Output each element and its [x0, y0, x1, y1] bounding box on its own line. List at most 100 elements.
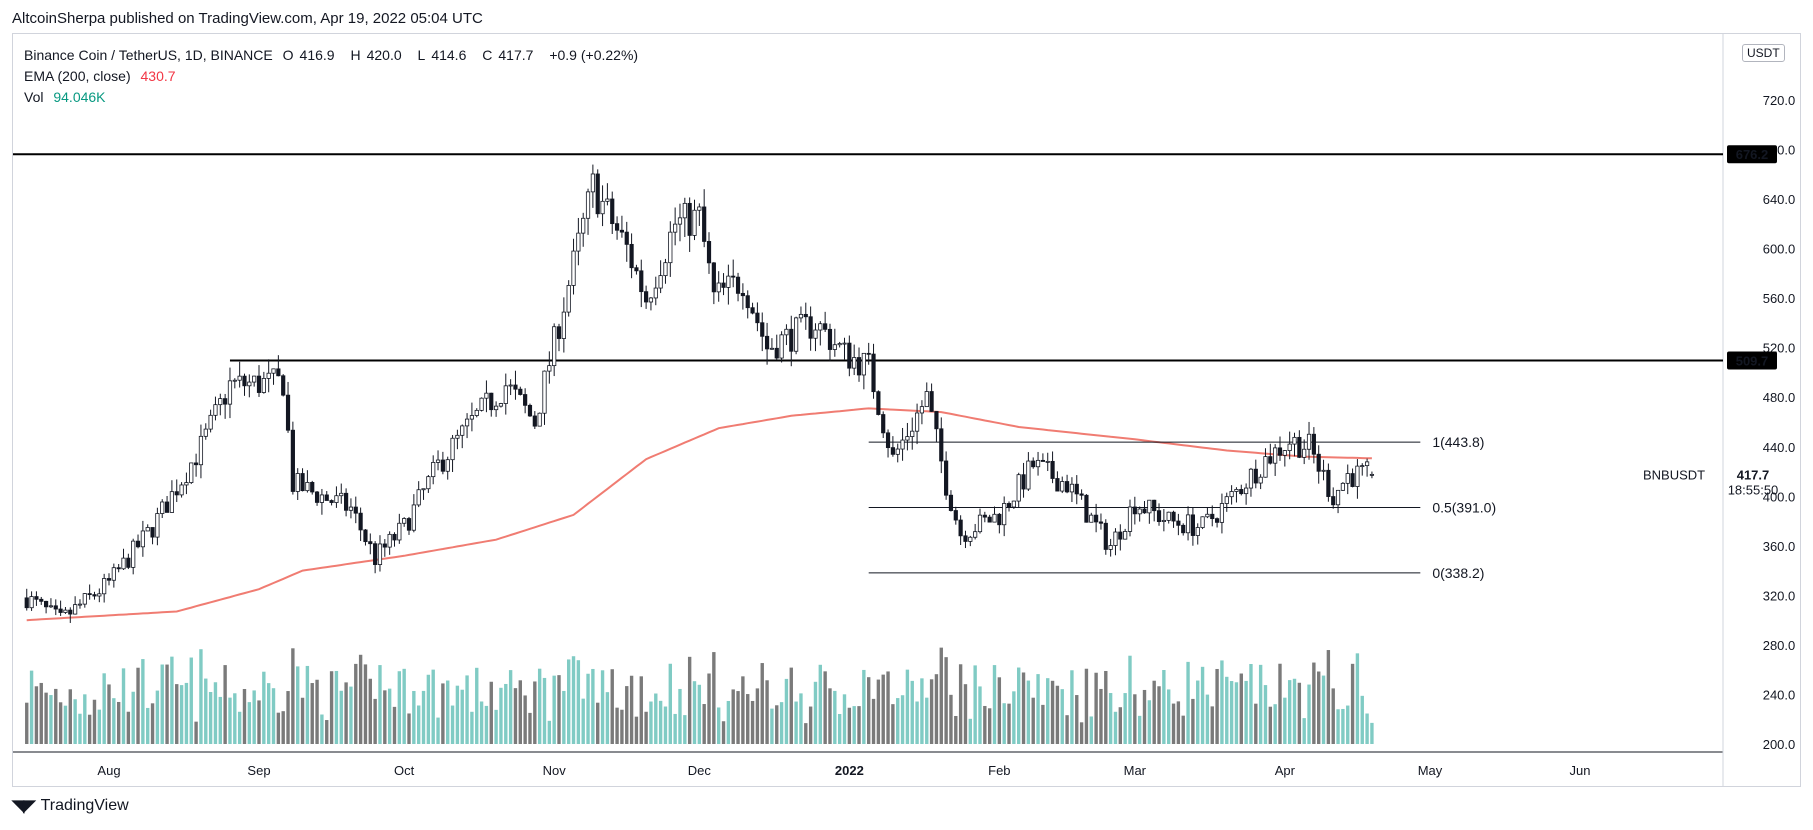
legend-vol-row[interactable]: Vol 94.046K: [24, 87, 644, 108]
candle-body: [44, 600, 49, 608]
volume-bar: [397, 671, 402, 744]
candle-body: [1292, 436, 1297, 445]
volume-bar: [1176, 701, 1181, 744]
candle-body: [363, 529, 368, 543]
volume-bar: [542, 677, 547, 744]
candle-body: [484, 392, 489, 399]
volume-bar: [1186, 661, 1190, 744]
volume-bar: [1128, 655, 1132, 744]
volume-bar: [1370, 722, 1374, 744]
volume-bar: [634, 716, 639, 744]
candle-body: [716, 282, 721, 293]
candle-body: [445, 459, 450, 472]
volume-bar: [746, 694, 750, 744]
legend-symbol[interactable]: Binance Coin / TetherUS, 1D, BINANCE: [24, 47, 273, 63]
candle-body: [276, 368, 281, 377]
candle-body: [1326, 469, 1331, 497]
candle-body: [697, 206, 702, 211]
volume-bar: [1210, 706, 1214, 744]
volume-bar: [160, 664, 164, 744]
volume-bar: [1287, 680, 1292, 744]
candle-body: [581, 217, 586, 234]
volume-bar: [615, 707, 619, 744]
volume-bar: [131, 691, 135, 744]
candle-body: [919, 406, 925, 414]
footer-brand[interactable]: TradingView: [40, 797, 129, 814]
candle-body: [1055, 478, 1060, 492]
candle-body: [876, 391, 881, 415]
volume-bar: [591, 668, 595, 744]
candle-body: [556, 326, 562, 339]
volume-bar: [1181, 715, 1185, 744]
volume-bar: [1220, 660, 1224, 744]
volume-bar: [426, 674, 431, 744]
currency-badge[interactable]: USDT: [1742, 44, 1785, 62]
volume-bar: [833, 690, 837, 744]
x-tick-label: 2022: [835, 763, 864, 778]
volume-bar: [620, 709, 624, 744]
candle-body: [203, 428, 208, 437]
candle-body: [416, 489, 421, 506]
candle-body: [290, 429, 295, 492]
candle-body: [310, 482, 315, 493]
volume-bar: [712, 652, 716, 744]
volume-bar: [1002, 703, 1006, 744]
volume-bar: [876, 679, 881, 744]
volume-bar: [939, 647, 943, 744]
candle-body: [721, 282, 726, 288]
candle-body: [1103, 522, 1108, 550]
candle-body: [431, 462, 436, 478]
volume-bar: [83, 694, 87, 744]
candle-body: [29, 596, 34, 609]
volume-bar: [450, 705, 455, 744]
volume-bar: [784, 678, 789, 744]
candle-body: [160, 501, 165, 514]
candle-body: [939, 428, 944, 462]
volume-bar: [1089, 716, 1093, 744]
volume-bar: [828, 688, 832, 744]
candle-body: [813, 329, 818, 339]
candle-body: [455, 434, 460, 439]
candle-body: [1011, 500, 1016, 508]
volume-bar: [479, 701, 484, 744]
candle-body: [1142, 508, 1147, 514]
volume-bar: [1060, 689, 1064, 744]
chart-frame[interactable]: [12, 33, 1801, 787]
volume-bar: [881, 674, 885, 744]
volume-bar: [750, 700, 755, 744]
volume-bar: [586, 673, 590, 744]
candle-body: [92, 594, 97, 597]
candle-body: [411, 504, 416, 531]
candle-body: [687, 202, 692, 236]
candle-body: [774, 347, 779, 359]
candle-body: [547, 365, 552, 372]
volume-bar: [383, 690, 387, 744]
candle-body: [1166, 511, 1171, 521]
candle-body: [571, 250, 576, 286]
volume-bar: [1162, 669, 1166, 744]
volume-bar: [387, 688, 392, 744]
x-tick-label: Sep: [247, 763, 270, 778]
volume-bar: [566, 659, 571, 744]
candle-body: [508, 384, 513, 387]
candle-body: [450, 437, 455, 461]
volume-bar: [286, 691, 290, 744]
candle-body: [1152, 499, 1157, 512]
legend-vol-value: 94.046K: [53, 89, 106, 105]
candle-body: [576, 232, 581, 252]
tradingview-logo-icon[interactable]: ◥◤: [12, 798, 36, 815]
candle-body: [552, 326, 557, 367]
volume-bar: [1099, 688, 1103, 744]
candle-body: [353, 506, 358, 514]
volume-bar: [934, 674, 939, 744]
volume-bar: [455, 685, 460, 744]
candle-body: [174, 491, 179, 496]
volume-bar: [213, 682, 218, 744]
volume-bar: [992, 665, 997, 744]
legend-ema-row[interactable]: EMA (200, close) 430.7: [24, 66, 644, 87]
candle-body: [358, 512, 363, 531]
volume-bar: [900, 695, 905, 744]
candle-body: [494, 405, 499, 411]
volume-bar: [165, 664, 169, 744]
